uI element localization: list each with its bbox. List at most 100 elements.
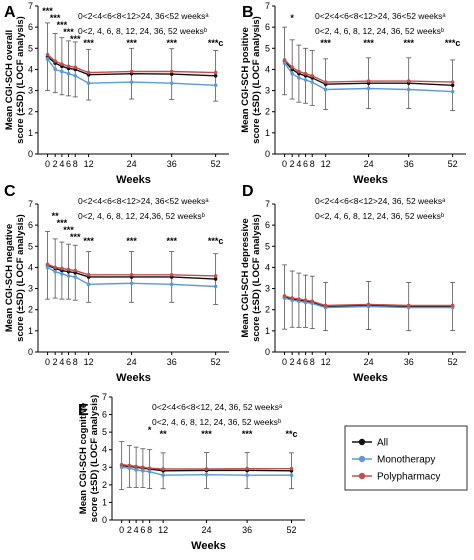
y-tick-label: 2 [265, 305, 270, 315]
data-point-all [169, 72, 174, 76]
data-point-monotherapy [310, 80, 315, 84]
data-point-monotherapy [282, 61, 287, 65]
x-tick-label: 8 [73, 159, 78, 169]
x-tick-label: 8 [310, 357, 315, 367]
y-tick-label: 7 [265, 199, 270, 209]
x-tick-label: 24 [364, 357, 374, 367]
data-point-polypharmacy [45, 52, 50, 57]
x-tick-label: 12 [158, 525, 168, 535]
x-tick-label: 6 [303, 357, 308, 367]
significance-note: 0<2<4<6<8<12>24, 36<52 weeksᵃ [78, 196, 209, 206]
data-point-monotherapy [134, 468, 138, 472]
data-point-monotherapy [66, 274, 71, 278]
x-tick-label: 36 [167, 357, 177, 367]
x-tick-label: 6 [140, 525, 145, 535]
y-tick-label: 6 [265, 22, 270, 32]
significance-marker: ***c [208, 38, 224, 48]
data-point-monotherapy [119, 465, 124, 470]
significance-marker: *** [70, 34, 81, 44]
x-tick-label: 24 [364, 159, 374, 169]
x-axis-label: Weeks [116, 174, 151, 186]
y-tick-label: 1 [265, 326, 270, 336]
x-tick-label: 6 [303, 159, 308, 169]
significance-note: 0<2, 4, 6, 8, 12, 24, 36, 52 weeksᵇ [315, 26, 444, 36]
data-point-polypharmacy [406, 79, 411, 83]
x-tick-label: 52 [211, 159, 221, 169]
data-point-polypharmacy [53, 265, 57, 270]
data-point-polypharmacy [161, 467, 165, 471]
data-point-polypharmacy [86, 70, 91, 75]
data-point-monotherapy [129, 80, 134, 84]
x-tick-label: 12 [321, 159, 331, 169]
data-point-polypharmacy [282, 294, 287, 298]
x-tick-label: 2 [53, 357, 58, 367]
x-tick-label: 12 [321, 357, 331, 367]
panel-letter: D [242, 183, 254, 200]
x-tick-label: 4 [296, 159, 301, 169]
y-axis-label: score (±SD) (LOCF analysis) [15, 16, 26, 144]
data-point-polypharmacy [450, 303, 455, 308]
data-point-polypharmacy [303, 298, 308, 303]
significance-marker: *** [42, 6, 53, 16]
x-tick-label: 4 [59, 357, 64, 367]
x-tick-label: 24 [202, 525, 212, 535]
x-axis-label: Weeks [116, 372, 151, 384]
significance-marker: *** [166, 236, 177, 246]
y-tick-label: 4 [28, 262, 33, 272]
y-tick-label: 1 [28, 128, 33, 138]
legend-label-monotherapy: Monotherapy [377, 455, 435, 466]
legend-label-polypharmacy: Polypharmacy [377, 472, 440, 483]
data-point-polypharmacy [213, 274, 218, 278]
y-tick-label: 7 [28, 1, 33, 11]
data-point-polypharmacy [53, 59, 57, 63]
y-tick-label: 2 [28, 107, 33, 117]
y-tick-label: 0 [28, 149, 33, 159]
significance-marker: *** [363, 38, 374, 48]
data-point-monotherapy [73, 275, 78, 279]
x-tick-label: 2 [53, 159, 58, 169]
data-point-polypharmacy [204, 467, 209, 471]
data-point-monotherapy [169, 282, 174, 287]
data-point-polypharmacy [213, 70, 218, 75]
significance-marker: ** [160, 429, 168, 439]
data-point-monotherapy [129, 281, 134, 286]
y-axis-label: score (±SD) (LOCF analysis) [251, 16, 262, 144]
data-point-polypharmacy [45, 262, 50, 267]
data-point-monotherapy [450, 89, 455, 94]
x-tick-label: 36 [404, 357, 414, 367]
data-point-monotherapy [53, 269, 57, 274]
significance-marker: *** [83, 38, 94, 48]
x-tick-label: 2 [290, 357, 295, 367]
data-point-polypharmacy [366, 79, 371, 83]
data-point-polypharmacy [323, 303, 328, 308]
significance-note: 0<2<4<6<8<12>24, 36<52 weeksᵃ [315, 11, 446, 21]
data-point-polypharmacy [134, 464, 138, 469]
legend-box [344, 425, 468, 491]
significance-note: 0<2, 4, 6, 8, 12, 24, 36, 52 weeksᵇ [315, 211, 444, 221]
x-tick-label: 6 [66, 159, 71, 169]
data-point-monotherapy [127, 466, 132, 470]
y-tick-label: 3 [102, 462, 107, 472]
x-axis-label: Weeks [353, 174, 388, 186]
x-tick-label: 8 [73, 357, 78, 367]
significance-marker: ** [52, 211, 60, 221]
data-point-polypharmacy [310, 299, 315, 304]
y-tick-label: 7 [102, 392, 107, 402]
x-tick-label: 0 [45, 159, 50, 169]
significance-marker: **c [285, 429, 297, 439]
y-axis-label: score (±SD) (LOCF analysis) [89, 395, 100, 523]
data-point-polypharmacy [86, 273, 91, 277]
data-point-polypharmacy [141, 465, 145, 470]
panel-letter: A [4, 4, 16, 21]
y-tick-label: 4 [265, 262, 270, 272]
significance-marker: *** [70, 232, 81, 242]
data-point-polypharmacy [66, 64, 71, 69]
legend: All Monotherapy Polypharmacy [344, 425, 468, 491]
data-point-polypharmacy [129, 69, 134, 74]
significance-marker: *** [63, 27, 74, 37]
x-tick-label: 2 [290, 159, 295, 169]
